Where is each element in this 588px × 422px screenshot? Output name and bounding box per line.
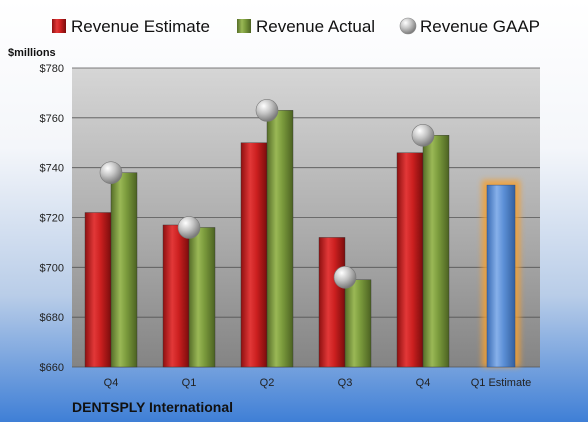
y-tick-label: $680 bbox=[40, 312, 64, 324]
revenue-actual-bar bbox=[422, 135, 450, 368]
y-tick-label: $740 bbox=[40, 163, 64, 175]
revenue-actual-bar bbox=[266, 110, 294, 368]
y-axis-label: $millions bbox=[8, 47, 56, 59]
legend: Revenue Estimate Revenue Actual Revenue … bbox=[52, 17, 540, 36]
chart-footer-company: DENTSPLY International bbox=[72, 399, 233, 415]
y-tick-labels: $660 $680 $700 $720 $740 $760 $780 bbox=[40, 63, 64, 374]
x-tick-label: Q4 bbox=[104, 377, 119, 389]
revenue-gaap-marker bbox=[255, 99, 279, 122]
x-tick-labels: Q4 Q1 Q2 Q3 Q4 Q1 Estimate bbox=[104, 377, 532, 389]
y-tick-label: $720 bbox=[40, 213, 64, 225]
y-tick-label: $700 bbox=[40, 262, 64, 274]
grid-lines bbox=[72, 67, 540, 368]
y-tick-label: $760 bbox=[40, 113, 64, 125]
legend-label-gaap: Revenue GAAP bbox=[420, 17, 540, 36]
bars bbox=[84, 110, 520, 368]
x-tick-label: Q4 bbox=[416, 377, 431, 389]
revenue-estimate-bar bbox=[318, 237, 346, 368]
legend-label-actual: Revenue Actual bbox=[256, 17, 375, 36]
revenue-estimate-bar bbox=[84, 212, 112, 368]
x-tick-label: Q1 bbox=[182, 377, 197, 389]
revenue-estimate-bar bbox=[396, 152, 424, 368]
q1-estimate-bar bbox=[486, 184, 516, 368]
gaap-markers bbox=[99, 99, 435, 289]
legend-swatch-estimate bbox=[52, 19, 66, 33]
revenue-estimate-bar bbox=[162, 224, 190, 368]
revenue-gaap-marker bbox=[99, 161, 123, 184]
y-tick-label: $780 bbox=[40, 63, 64, 75]
revenue-gaap-marker bbox=[177, 216, 201, 239]
legend-label-estimate: Revenue Estimate bbox=[71, 17, 210, 36]
x-tick-label: Q1 Estimate bbox=[471, 377, 532, 389]
revenue-gaap-marker bbox=[333, 265, 357, 289]
revenue-actual-bar bbox=[110, 172, 138, 368]
x-tick-label: Q3 bbox=[338, 377, 353, 389]
revenue-actual-bar bbox=[344, 279, 372, 368]
x-tick-label: Q2 bbox=[260, 377, 275, 389]
legend-swatch-actual bbox=[237, 19, 251, 33]
revenue-actual-bar bbox=[188, 227, 216, 368]
revenue-estimate-bar bbox=[240, 142, 268, 368]
legend-swatch-gaap bbox=[399, 17, 417, 35]
y-tick-label: $660 bbox=[40, 362, 64, 374]
revenue-gaap-marker bbox=[411, 123, 435, 147]
